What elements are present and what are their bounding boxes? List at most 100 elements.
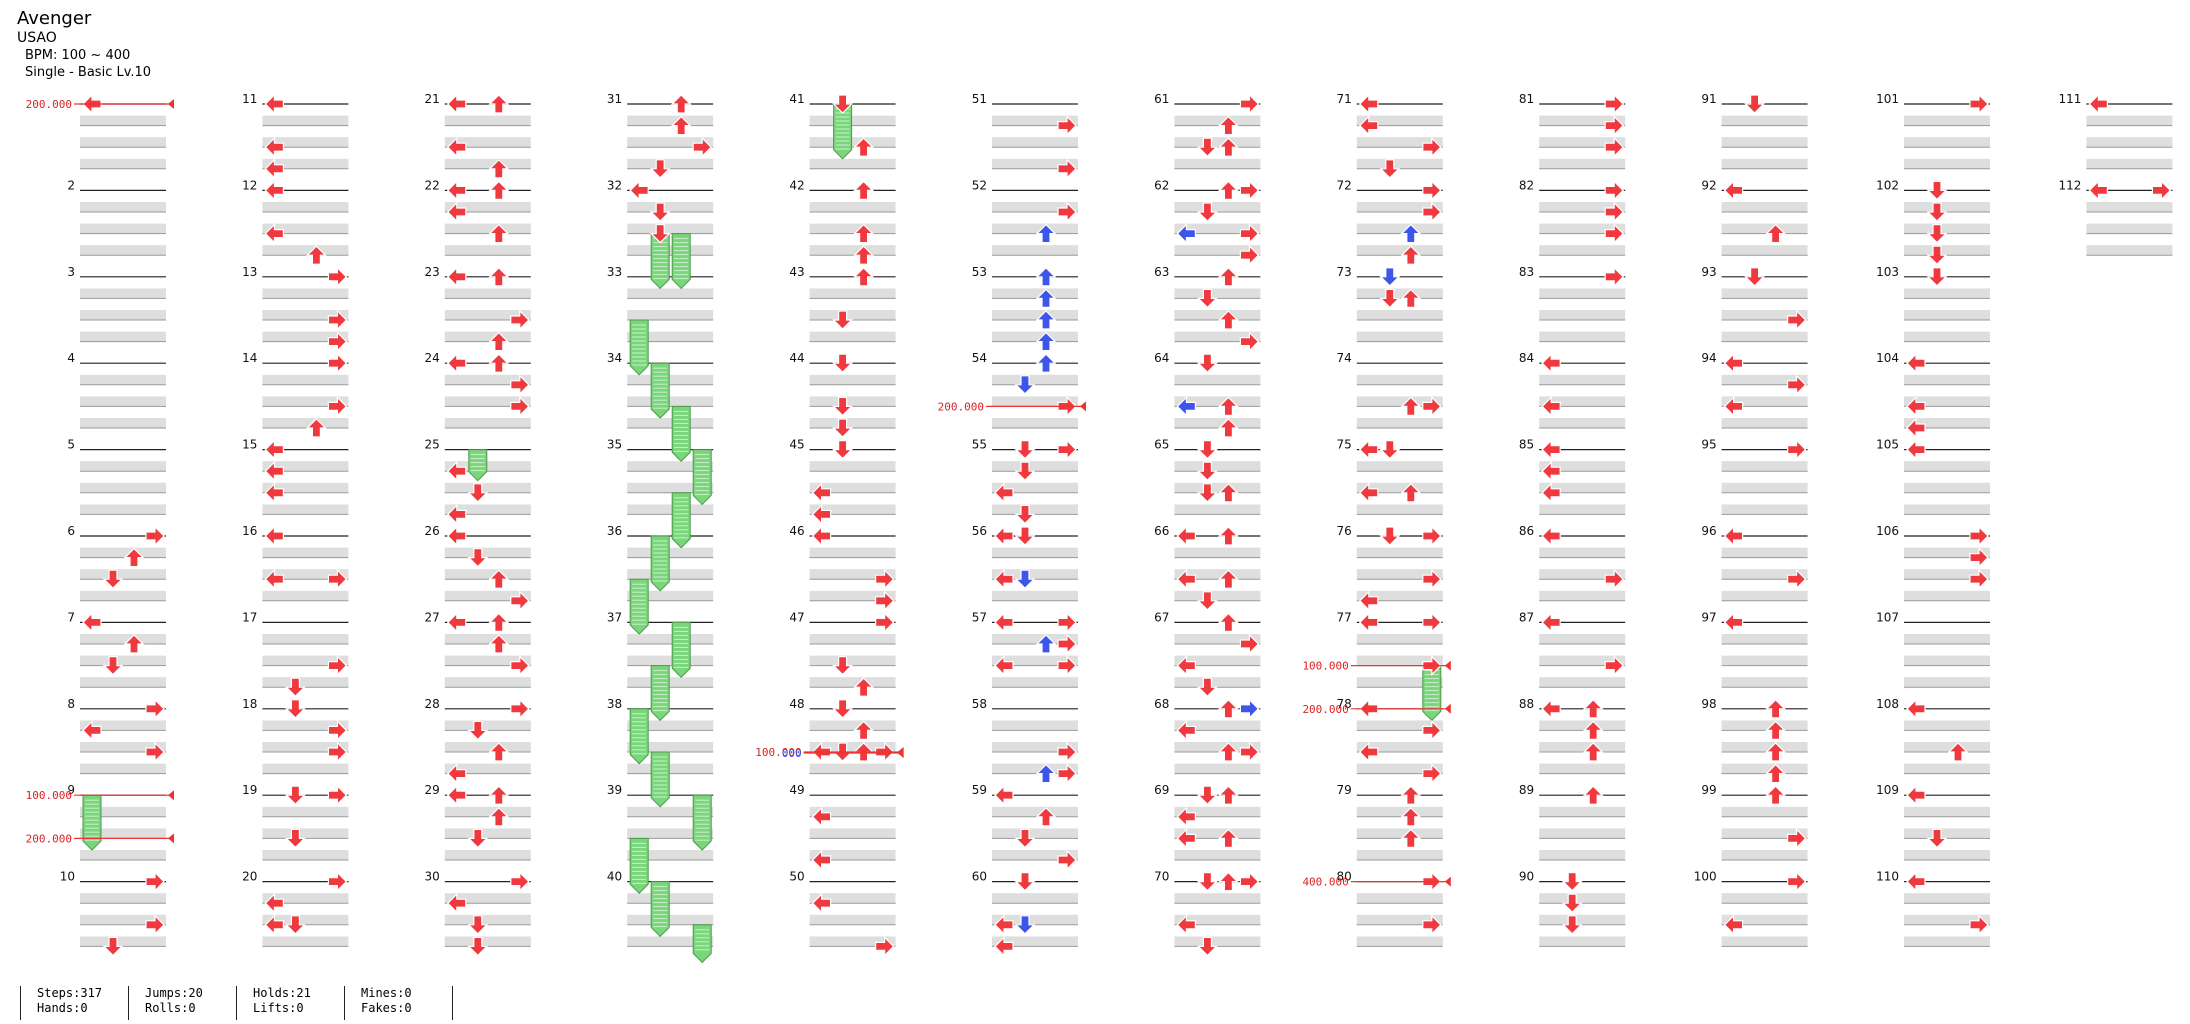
measure-110: 110 [1876, 870, 1990, 947]
beat-band [444, 569, 531, 580]
beat-band [444, 655, 531, 666]
arrow-down-icon [1015, 526, 1035, 546]
beat-band [1174, 245, 1261, 256]
beat-band [1539, 569, 1626, 580]
beat-band [992, 893, 1078, 904]
beat-band [1174, 158, 1261, 169]
measure-number: 91 [1701, 92, 1716, 106]
measure-42: 42 [789, 178, 896, 256]
beat-band [80, 914, 166, 925]
beat-band [992, 634, 1078, 644]
beat-band [627, 137, 714, 148]
measure-number: 89 [1519, 783, 1534, 797]
arrow-up-icon [1765, 785, 1786, 805]
beat-band [1174, 396, 1261, 407]
beat-band [80, 850, 166, 860]
beat-band [627, 590, 714, 601]
beat-band [262, 202, 349, 212]
beat-band [1539, 720, 1626, 731]
beat-band [1721, 569, 1808, 580]
arrow-left-icon [447, 612, 467, 633]
arrow-left-icon [2088, 180, 2108, 200]
measure-107: 107 [1876, 610, 1990, 688]
measure-number: 20 [242, 870, 257, 884]
measure-number: 86 [1519, 524, 1534, 538]
beat-band [80, 547, 166, 558]
measure-number: 88 [1519, 697, 1534, 711]
beat-band [1904, 396, 1990, 407]
measure-25: 25 [425, 438, 531, 515]
bpm-flag-icon [1080, 401, 1086, 412]
measure-70: 70 [1154, 870, 1261, 947]
hold-body [629, 578, 649, 635]
beat-band [1721, 288, 1808, 299]
beat-band [444, 936, 531, 947]
beat-band [1356, 763, 1443, 774]
beat-band [809, 936, 896, 947]
beat-band [262, 828, 349, 839]
measure-number: 48 [789, 697, 804, 711]
measure-number: 85 [1519, 438, 1534, 452]
stat-group: Mines:0 Fakes:0 [344, 986, 452, 1020]
beat-band [1721, 806, 1808, 817]
arrow-up-icon [1218, 526, 1239, 546]
beat-band [1539, 374, 1626, 385]
measure-87: 87 [1519, 610, 1626, 688]
measure-37: 37 [607, 610, 714, 688]
beat-band [262, 331, 349, 342]
measure-number: 41 [789, 92, 804, 106]
arrow-right-icon [510, 699, 530, 719]
measure-67: 67 [1154, 610, 1261, 688]
hold-note [629, 319, 649, 376]
measure-number: 3 [67, 265, 75, 279]
measure-51: 51 [972, 92, 1078, 170]
measure-number: 32 [607, 178, 622, 192]
beat-band [1356, 158, 1443, 169]
measure-number: 39 [607, 783, 622, 797]
measure-103: 103 [1876, 265, 1990, 343]
arrow-left-icon [1541, 612, 1561, 633]
arrow-up-icon [1583, 699, 1603, 719]
arrow-down-icon [1197, 871, 1218, 892]
beat-band [1356, 310, 1443, 320]
measure-73: 73 [1337, 265, 1443, 343]
beat-band [1539, 202, 1626, 212]
measure-55: 55 [972, 438, 1078, 515]
measure-34: 34 [607, 351, 714, 429]
beat-band [627, 936, 714, 947]
beat-band [992, 590, 1078, 601]
beat-band [1356, 936, 1443, 947]
measure-28: 28 [425, 697, 531, 775]
beat-band [809, 137, 896, 148]
beat-band [1356, 504, 1443, 515]
beat-band [2086, 137, 2173, 148]
arrow-up-icon [1218, 871, 1239, 892]
hold-body [671, 621, 691, 678]
arrow-down-icon [1015, 871, 1035, 892]
hold-body [650, 535, 670, 592]
beat-band [1904, 158, 1990, 169]
beat-band [627, 806, 714, 817]
beat-band [1356, 893, 1443, 904]
beat-band [80, 742, 166, 752]
bpm-change-marker: 000 [782, 747, 904, 760]
beat-band [1356, 547, 1443, 558]
beat-band [262, 115, 349, 126]
beat-band [1904, 569, 1990, 580]
measure-94: 94 [1701, 351, 1808, 429]
measure-number: 77 [1337, 610, 1352, 624]
beat-band [444, 115, 531, 126]
measure-number: 75 [1337, 438, 1352, 452]
measure-number: 72 [1337, 178, 1352, 192]
arrow-left-icon [994, 612, 1014, 633]
arrow-down-icon [832, 440, 853, 460]
beat-band [627, 115, 714, 126]
arrow-left-icon [447, 785, 467, 805]
measure-number: 71 [1337, 92, 1352, 106]
measure-number: 44 [789, 351, 804, 365]
measure-number: 4 [67, 351, 75, 365]
beat-band [1904, 914, 1990, 925]
measure-number: 108 [1876, 697, 1899, 711]
arrow-down-icon [1927, 267, 1947, 287]
beat-band [444, 418, 531, 428]
